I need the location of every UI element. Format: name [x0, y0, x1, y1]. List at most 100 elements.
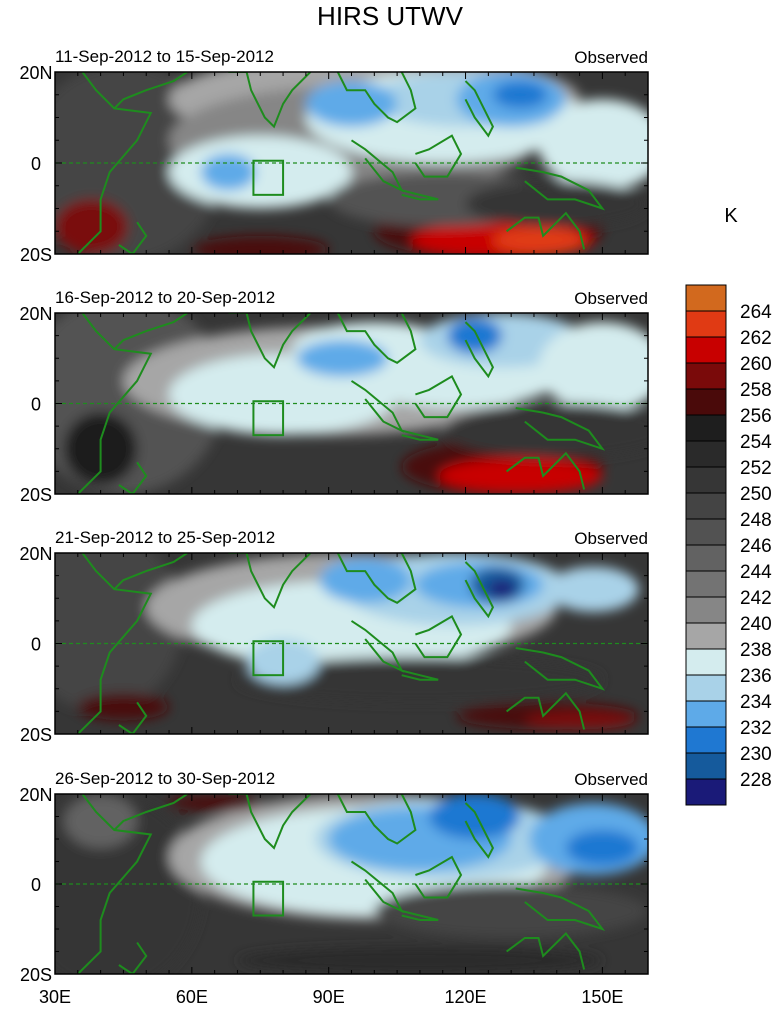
- colorbar-swatch: [685, 466, 727, 494]
- lon-tick-label: 60E: [176, 987, 208, 1007]
- panel-period-label: 21-Sep-2012 to 25-Sep-2012: [55, 528, 275, 547]
- coastline-segment: [113, 313, 188, 350]
- lat-tick-label: 20N: [19, 785, 52, 805]
- colorbar-swatch: [685, 570, 727, 598]
- colorbar-swatch: [685, 310, 727, 338]
- lat-tick-label: 20S: [20, 725, 52, 745]
- contour-region: [492, 81, 548, 109]
- contour-region: [200, 153, 256, 191]
- contour-field: [55, 72, 648, 254]
- contour-region: [465, 181, 648, 227]
- contour-region: [191, 235, 329, 254]
- panel-tag-label: Observed: [574, 289, 648, 308]
- colorbar-tick-label: 256: [740, 406, 772, 427]
- coastline-segment: [113, 794, 188, 831]
- contour-region: [442, 403, 648, 458]
- lat-tick-label: 0: [31, 395, 41, 415]
- coastline-segment: [464, 80, 495, 138]
- map-panel: 20N 0 20S 21-Sep-2012 to 25-Sep-2012 Observe…: [19, 528, 649, 745]
- colorbar-swatch: [685, 362, 727, 390]
- coastline-segment: [228, 553, 312, 610]
- colorbar-swatch: [685, 596, 727, 624]
- axis-ticks: [54, 793, 649, 975]
- coastline-segment: [350, 620, 404, 673]
- map-panel: 20N 0 20S 11-Sep-2012 to 15-Sep-2012 Observe…: [19, 47, 649, 265]
- colorbar-tick-label: 254: [740, 432, 772, 453]
- colorbar-tick-label: 232: [740, 718, 772, 739]
- panel-period-label: 26-Sep-2012 to 30-Sep-2012: [55, 769, 275, 788]
- study-region-box: [252, 880, 285, 917]
- contour-region: [77, 693, 170, 721]
- coastline-segment: [401, 429, 439, 441]
- coastline-segment: [414, 855, 463, 899]
- colorbar-swatch: [685, 544, 727, 572]
- colorbar-tick-label: 248: [740, 510, 772, 531]
- coastline-segment: [401, 189, 439, 201]
- coastline-segment: [464, 321, 495, 379]
- colorbar-tick-label: 228: [740, 770, 772, 791]
- coastline-segment: [515, 166, 606, 211]
- lat-tick-label: 0: [31, 154, 41, 174]
- panel-tag-label: Observed: [574, 48, 648, 67]
- colorbar-tick-label: 236: [740, 666, 772, 687]
- coastline-segment: [113, 72, 188, 110]
- coastline-segment: [515, 407, 606, 451]
- lat-tick-label: 20N: [19, 304, 52, 324]
- panel-tag-label: Observed: [574, 529, 648, 548]
- colorbar-swatch: [685, 726, 727, 754]
- coastline-segment: [464, 561, 495, 619]
- contour-region: [547, 566, 639, 612]
- lon-tick-label: 150E: [581, 987, 623, 1007]
- coastline: [77, 553, 606, 734]
- colorbar-swatch: [685, 336, 727, 364]
- colorbar-swatch: [685, 284, 727, 312]
- contour-field: [55, 313, 648, 494]
- colorbar-tick-label: 260: [740, 354, 772, 375]
- contour-region: [429, 794, 521, 839]
- colorbar-tick-label: 238: [740, 640, 772, 661]
- panel-period-label: 16-Sep-2012 to 20-Sep-2012: [55, 288, 275, 307]
- colorbar-swatch: [685, 414, 727, 442]
- panel-period-label: 11-Sep-2012 to 15-Sep-2012: [55, 47, 274, 66]
- colorbar-swatch: [685, 674, 727, 702]
- coastline-segment: [401, 910, 439, 921]
- coastline-segment: [350, 860, 404, 914]
- lat-tick-label: 20S: [20, 485, 52, 505]
- contour-region: [55, 199, 128, 254]
- coastline-segment: [401, 669, 439, 681]
- contour-region: [538, 322, 648, 413]
- lon-tick-label: 120E: [445, 987, 487, 1007]
- colorbar-swatch: [685, 388, 727, 416]
- coastline-segment: [515, 647, 606, 691]
- contour-region: [319, 557, 411, 603]
- colorbar-tick-label: 252: [740, 458, 772, 479]
- map-panel: 20N 0 20S 16-Sep-2012 to 20-Sep-2012 Observe…: [19, 288, 649, 505]
- coastline-segment: [506, 931, 586, 970]
- coastline-segment: [414, 134, 463, 178]
- colorbar-tick-label: 244: [740, 562, 772, 583]
- contour-region: [305, 81, 398, 127]
- map-panel: 20N 0 20S 26-Sep-2012 to 30-Sep-2012 Observe…: [19, 769, 649, 985]
- contour-field: [55, 794, 648, 974]
- lon-tick-label: 30E: [39, 987, 71, 1007]
- map-panels: 20N 0 20S 11-Sep-2012 to 15-Sep-2012 Observe…: [19, 47, 649, 1007]
- contour-region: [447, 317, 503, 354]
- colorbar-swatch: [685, 622, 727, 650]
- coastline-segment: [228, 313, 312, 370]
- lat-tick-label: 20S: [20, 965, 52, 985]
- colorbar-tick-labels: 264 262 260 258 256 254 252 250 248 246 244 242 240 2…: [740, 302, 772, 791]
- colorbar-swatch: [685, 778, 727, 806]
- coastline-segment: [77, 72, 153, 254]
- colorbar-swatch: [685, 518, 727, 546]
- coastline-segment: [118, 941, 148, 974]
- coastline-segment: [118, 221, 148, 254]
- colorbar-tick-label: 246: [740, 536, 772, 557]
- axis-ticks: [54, 312, 649, 495]
- coastline: [77, 72, 606, 254]
- coastline-segment: [414, 374, 463, 419]
- lat-tick-label: 20N: [19, 544, 52, 564]
- colorbar-swatches: [685, 284, 727, 806]
- colorbar-swatch: [685, 648, 727, 676]
- contour-region: [64, 794, 138, 848]
